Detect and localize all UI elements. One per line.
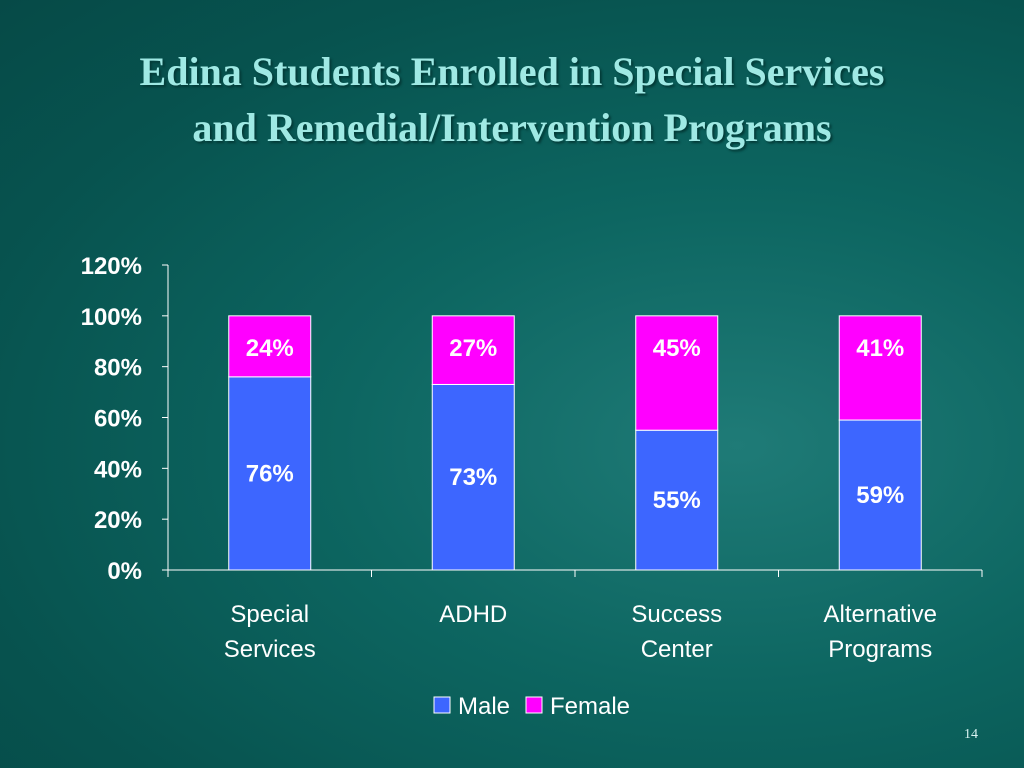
y-tick-label: 60% — [94, 406, 142, 433]
legend-label-male: Male — [458, 693, 510, 720]
data-label-male: 76% — [246, 460, 294, 487]
bar-female-2 — [635, 315, 719, 431]
data-label-female: 45% — [653, 335, 701, 362]
x-category-label: ADHD — [439, 601, 507, 628]
bar-female-0 — [228, 315, 312, 378]
legend-swatch-female — [525, 696, 543, 714]
bar-male-2 — [635, 429, 719, 571]
chart-legend: Male Female — [433, 693, 630, 720]
data-label-female: 27% — [449, 335, 497, 362]
x-category-label: Success Center — [631, 601, 722, 663]
x-category-label-line: Special — [230, 601, 309, 628]
y-tick-label: 80% — [94, 355, 142, 382]
x-category-label-line: Center — [641, 636, 713, 663]
data-label-male: 59% — [856, 482, 904, 509]
y-tick-label: 120% — [81, 253, 142, 280]
bar-female-1 — [431, 315, 515, 385]
bar-male-0 — [228, 376, 312, 571]
data-label-male: 73% — [449, 464, 497, 491]
title-line-2: and Remedial/Intervention Programs — [192, 105, 832, 150]
x-category-label-line: Programs — [828, 636, 932, 663]
bar-female-3 — [838, 315, 922, 421]
chart-bars — [228, 315, 922, 571]
y-tick-label: 0% — [107, 558, 142, 585]
chart-data-labels: 76% 24% 73% 27% 55% 45% 59% 41% — [246, 335, 905, 514]
x-category-label-line: Success — [631, 601, 722, 628]
legend-label-female: Female — [550, 693, 630, 720]
data-label-male: 55% — [653, 487, 701, 514]
data-label-female: 24% — [246, 335, 294, 362]
x-category-label-line: Services — [224, 636, 316, 663]
page-number: 14 — [964, 727, 978, 742]
y-tick-label: 40% — [94, 456, 142, 483]
slide-title: Edina Students Enrolled in Special Servi… — [0, 44, 1024, 156]
data-label-female: 41% — [856, 335, 904, 362]
legend-swatch-male — [433, 696, 451, 714]
x-category-label: Special Services — [224, 601, 316, 663]
x-category-label: Alternative Programs — [824, 601, 937, 663]
title-line-1: Edina Students Enrolled in Special Servi… — [139, 49, 885, 94]
x-category-label-line: Alternative — [824, 601, 937, 628]
chart-axes: 0% 20% 40% 60% 80% 100% 120% Special Services ADH… — [81, 253, 983, 663]
y-tick-label: 20% — [94, 507, 142, 534]
y-tick-label: 100% — [81, 304, 142, 331]
x-category-label-line: ADHD — [439, 601, 507, 628]
